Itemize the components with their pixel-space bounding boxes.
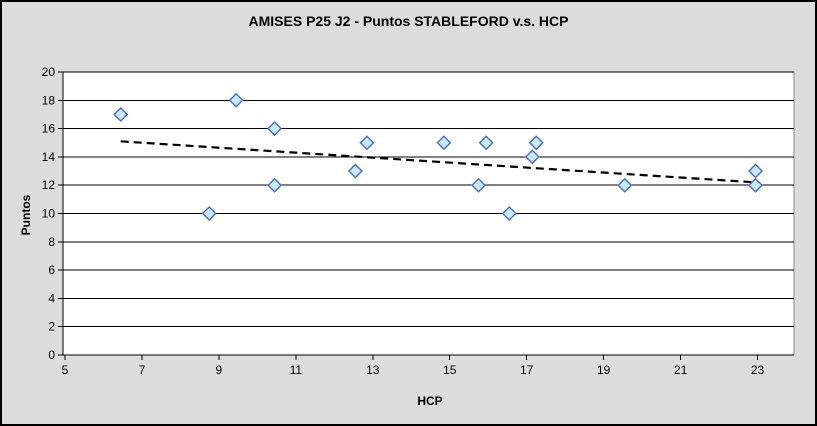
data-point-marker [501,206,517,221]
x-tick-label: 11 [290,363,303,377]
y-tick-label: 0 [48,348,55,362]
data-point-marker [201,206,217,221]
data-point-marker [748,177,764,193]
data-point-marker [267,177,283,193]
data-point-marker [528,135,544,151]
data-point-marker [113,106,129,122]
y-tick-label: 10 [42,207,56,221]
y-tick-label: 8 [48,235,55,249]
y-tick-label: 12 [42,178,56,192]
x-tick-label: 17 [520,363,534,377]
y-tick-label: 2 [48,320,55,334]
x-tick-label: 7 [139,363,146,377]
x-tick-label: 9 [216,363,223,377]
data-point-marker [617,177,633,193]
y-tick-label: 14 [42,150,56,164]
y-tick-label: 20 [42,65,56,79]
data-point-marker [228,92,244,108]
x-tick-label: 21 [674,363,688,377]
data-point-marker [436,135,452,151]
data-point-marker [478,135,494,151]
x-tick-label: 13 [366,363,380,377]
data-point-marker [471,177,487,193]
x-axis-title: HCP [417,394,443,408]
x-tick-label: 23 [751,363,765,377]
y-tick-label: 18 [42,93,56,107]
data-point-marker [347,163,363,179]
x-tick-label: 5 [62,363,69,377]
y-tick-label: 4 [48,291,55,305]
data-point-marker [524,149,540,165]
x-tick-label: 15 [443,363,457,377]
data-point-marker [267,121,283,137]
x-tick-label: 19 [597,363,611,377]
chart-title: AMISES P25 J2 - Puntos STABLEFORD v.s. H… [248,13,569,29]
y-tick-label: 16 [42,122,56,136]
trendline [120,140,756,184]
data-point-marker [359,135,375,151]
y-tick-label: 6 [48,263,55,277]
data-point-marker [748,163,764,179]
